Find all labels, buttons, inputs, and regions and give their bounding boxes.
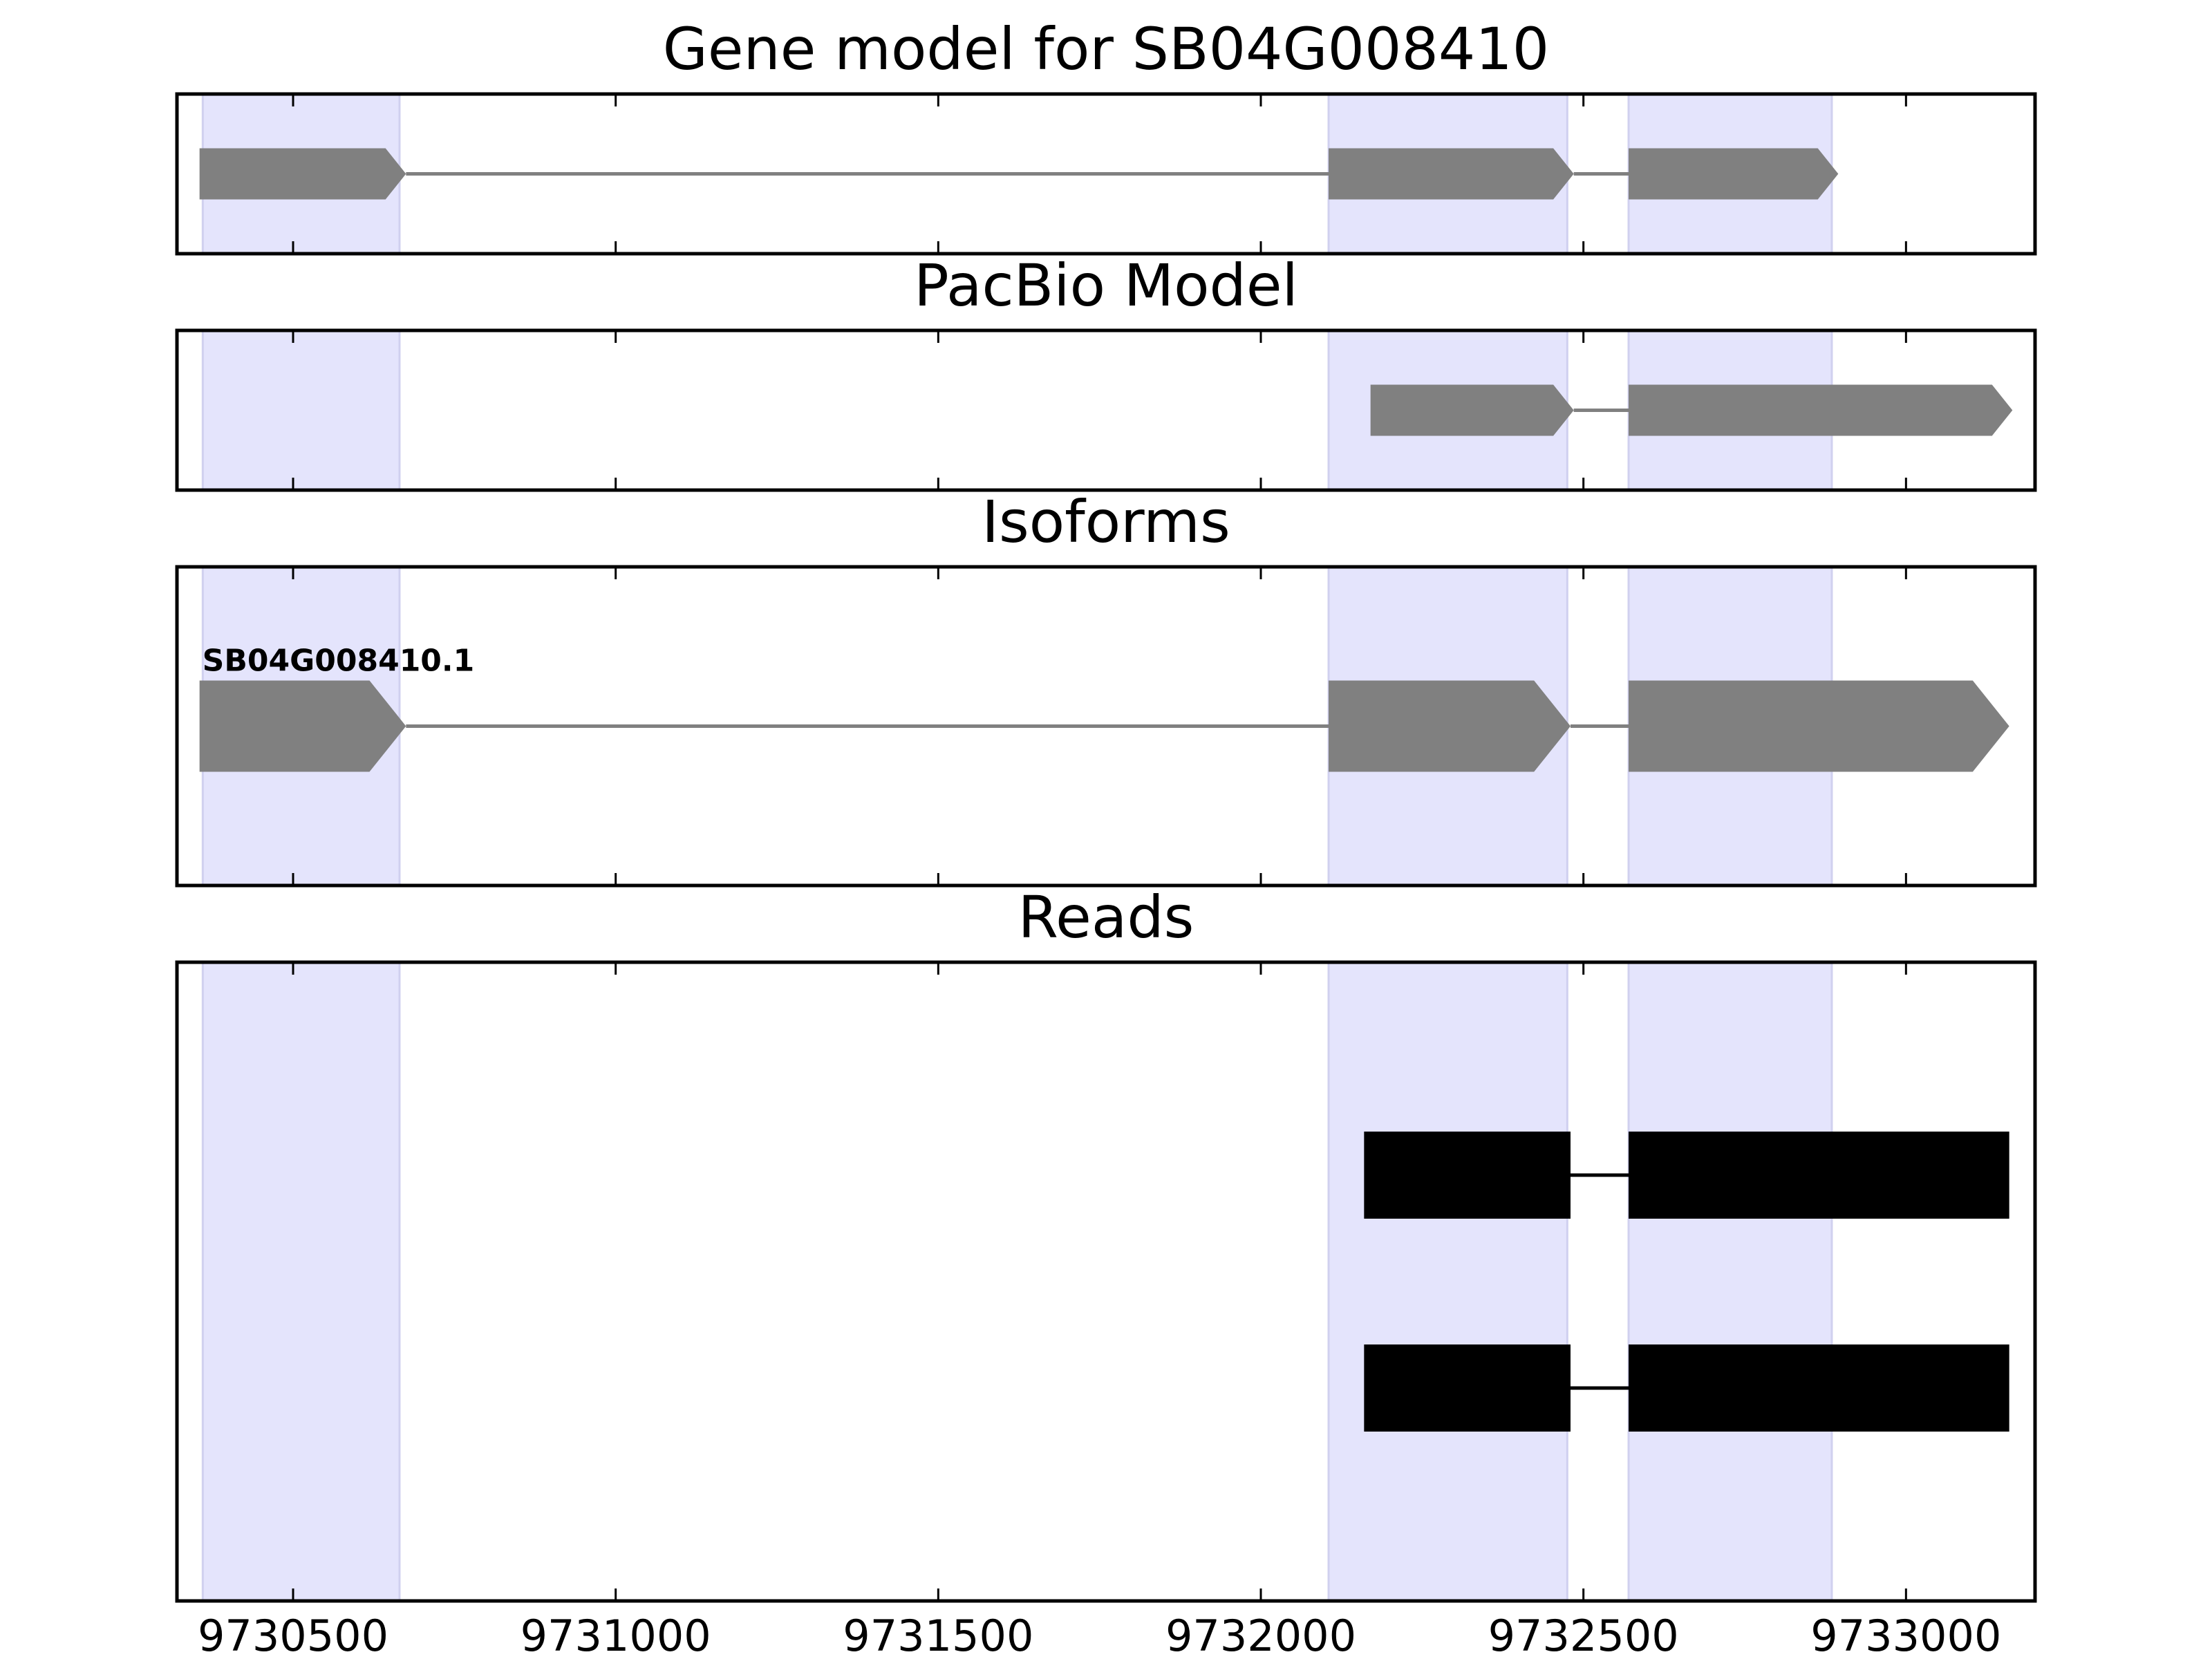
panel-isoforms: Isoforms SB04G008410.1 — [175, 488, 2037, 888]
isoform-label: SB04G008410.1 — [203, 644, 475, 679]
exon-arrow — [1329, 680, 1571, 772]
read-exon-block — [1364, 1344, 1571, 1432]
exon-arrow — [1629, 148, 1839, 200]
exon-arrow — [1329, 148, 1574, 200]
panel-frame — [175, 565, 2037, 888]
read-exon-block — [1629, 1344, 2009, 1432]
exon-highlight-region — [201, 329, 401, 491]
panel-reads: Reads — [175, 883, 2037, 1603]
exon-arrow — [1370, 384, 1574, 436]
read-exon-block — [1364, 1132, 1571, 1219]
x-tick-label: 9731000 — [521, 1611, 711, 1659]
x-tick-label: 9731500 — [843, 1611, 1033, 1659]
exon-arrow — [1629, 680, 2009, 772]
x-axis-tick-labels: 9730500 9731000 9731500 9732000 9732500 97330… — [198, 1611, 2001, 1659]
panel-title: PacBio Model — [914, 252, 1298, 319]
exon-highlight-region — [201, 961, 401, 1602]
panel-title: Isoforms — [982, 488, 1230, 556]
x-tick-label: 9733000 — [1810, 1611, 2001, 1659]
x-tick-label: 9730500 — [198, 1611, 388, 1659]
x-tick-label: 9732500 — [1488, 1611, 1679, 1659]
exon-arrow — [199, 148, 406, 200]
panel-title: Reads — [1018, 883, 1194, 951]
panel-title: Gene model for SB04G008410 — [663, 15, 1549, 83]
panel-pacbio-model: PacBio Model — [175, 252, 2037, 492]
exon-highlight-region — [1327, 961, 1568, 1602]
x-tick-label: 9732000 — [1165, 1611, 1356, 1659]
panel-gene-model: Gene model for SB04G008410 — [175, 15, 2037, 256]
exon-highlight-region — [1627, 961, 1833, 1602]
panel-frame — [175, 92, 2037, 256]
read-exon-block — [1629, 1132, 2009, 1219]
panel-frame — [175, 328, 2037, 492]
exon-arrow — [199, 680, 406, 772]
panel-frame — [175, 960, 2037, 1603]
exon-arrow — [1629, 384, 2013, 436]
